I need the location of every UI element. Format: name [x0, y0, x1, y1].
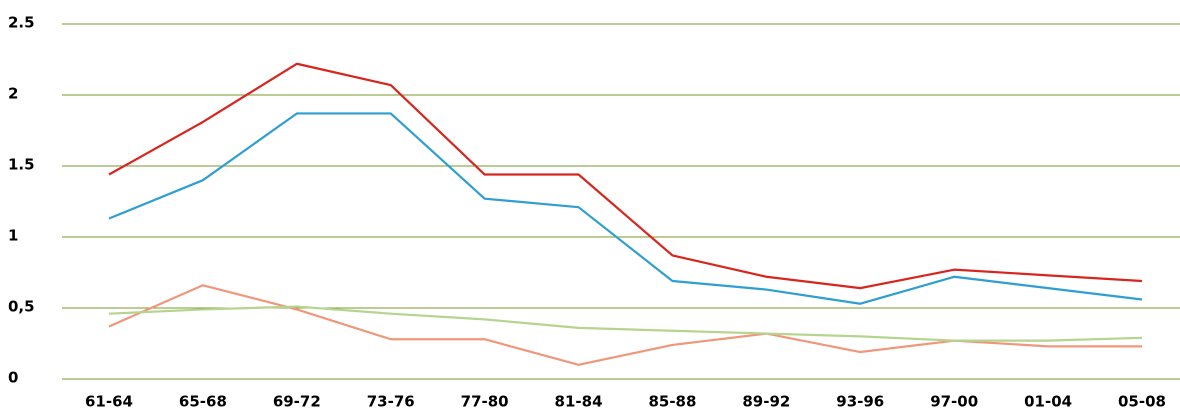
line-series	[108, 284, 1142, 366]
line-series	[108, 305, 1143, 342]
y-tick-label: 2.5	[8, 14, 35, 32]
x-tick-label: 77-80	[461, 393, 509, 411]
x-tick-label: 01-04	[1024, 393, 1072, 411]
x-tick-label: 65-68	[179, 393, 227, 411]
x-tick-label: 85-88	[648, 393, 696, 411]
line-series	[108, 62, 1143, 290]
x-tick-label: 97-00	[930, 393, 978, 411]
x-tick-label: 61-64	[85, 393, 133, 411]
x-tick-label: 89-92	[742, 393, 790, 411]
y-tick-label: 2	[8, 85, 18, 103]
x-tick-label: 69-72	[273, 393, 321, 411]
y-tick-label: 1	[8, 227, 18, 245]
x-tick-label: 81-84	[555, 393, 603, 411]
y-tick-label: 0,5	[8, 298, 35, 316]
x-tick-label: 93-96	[836, 393, 884, 411]
x-tick-label: 73-76	[367, 393, 415, 411]
y-tick-label: 0	[8, 369, 18, 387]
line-series	[108, 112, 1143, 305]
x-tick-label: 05-08	[1118, 393, 1166, 411]
y-tick-label: 1.5	[8, 156, 35, 174]
